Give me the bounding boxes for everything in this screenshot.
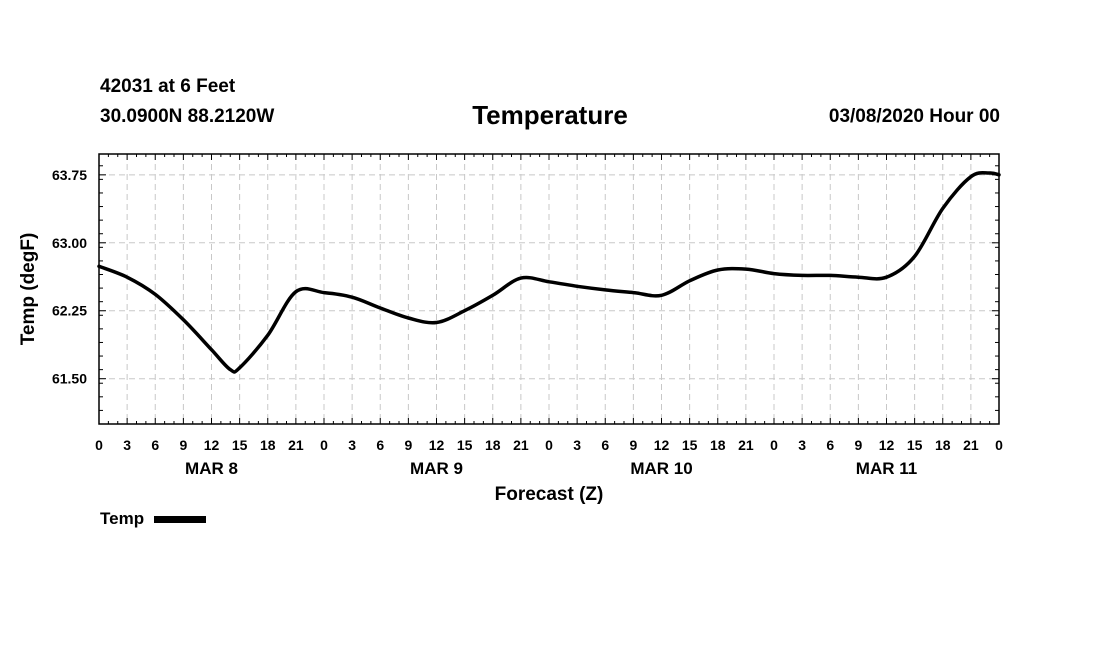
x-tick-label: 3	[573, 437, 581, 453]
x-tick-label: 18	[935, 437, 951, 453]
forecast-datetime: 03/08/2020 Hour 00	[828, 106, 1000, 127]
x-tick-label: 12	[429, 437, 445, 453]
station-label: 42031 at 6 Feet	[100, 76, 236, 97]
day-label: MAR 9	[410, 459, 463, 478]
x-tick-label: 18	[710, 437, 726, 453]
x-tick-label: 3	[123, 437, 131, 453]
axis-labels: 0 3 6 9 12 15 18 21 0 3 6 9 12 15 18 21 0 3 6 9 12 15 18 21 0 3 6 9…	[52, 167, 1003, 478]
x-tick-label: 15	[682, 437, 698, 453]
coordinates-label: 30.0900N 88.2120W	[100, 106, 275, 127]
y-tick-label: 63.75	[52, 167, 87, 183]
y-tick-label: 63.00	[52, 235, 87, 251]
x-tick-label: 15	[907, 437, 923, 453]
y-tick-label: 62.25	[52, 303, 87, 319]
x-tick-label: 0	[95, 437, 103, 453]
x-tick-label: 6	[151, 437, 159, 453]
x-tick-label: 0	[320, 437, 328, 453]
x-tick-label: 6	[601, 437, 609, 453]
x-tick-label: 0	[995, 437, 1003, 453]
series-line-temp	[97, 170, 1001, 374]
day-label: MAR 8	[185, 459, 238, 478]
legend-label: Temp	[100, 509, 145, 528]
x-tick-label: 6	[826, 437, 834, 453]
x-tick-label: 21	[963, 437, 979, 453]
x-tick-label: 6	[376, 437, 384, 453]
day-label: MAR 10	[630, 459, 692, 478]
series-layer	[97, 170, 1001, 374]
x-tick-label: 9	[629, 437, 637, 453]
x-tick-label: 9	[404, 437, 412, 453]
x-tick-label: 21	[513, 437, 529, 453]
plot-frame	[98, 153, 1000, 425]
day-label: MAR 11	[856, 459, 917, 478]
x-tick-label: 12	[204, 437, 220, 453]
x-axis-title: Forecast (Z)	[495, 484, 604, 505]
x-tick-label: 9	[854, 437, 862, 453]
legend-line-swatch	[154, 515, 207, 523]
y-axis-title: Temp (degF)	[18, 233, 39, 346]
x-tick-label: 18	[260, 437, 276, 453]
y-tick-label: 61.50	[52, 371, 87, 387]
grid	[99, 154, 999, 424]
chart-title: Temperature	[472, 100, 628, 130]
x-tick-label: 12	[654, 437, 670, 453]
x-tick-label: 0	[545, 437, 553, 453]
x-tick-label: 0	[770, 437, 778, 453]
x-tick-label: 12	[879, 437, 895, 453]
x-tick-label: 18	[485, 437, 501, 453]
legend: Temp	[100, 509, 207, 529]
x-tick-label: 15	[457, 437, 473, 453]
x-tick-label: 3	[348, 437, 356, 453]
x-tick-label: 21	[288, 437, 304, 453]
x-tick-label: 15	[232, 437, 248, 453]
x-tick-label: 9	[179, 437, 187, 453]
x-tick-label: 21	[738, 437, 754, 453]
x-tick-label: 3	[798, 437, 806, 453]
